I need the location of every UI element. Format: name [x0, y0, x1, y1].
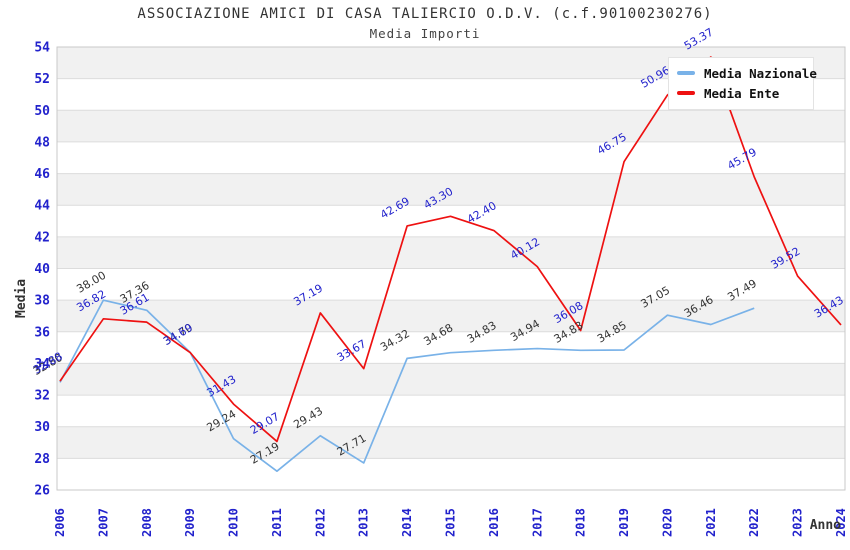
legend-item-media-ente: Media Ente: [677, 83, 805, 103]
grid-band: [57, 395, 845, 427]
grid-band: [57, 268, 845, 301]
grid-band: [57, 236, 845, 269]
y-axis-title: Media: [14, 279, 29, 318]
y-tick-label: 52: [34, 72, 50, 87]
y-tick-label: 30: [34, 420, 50, 435]
x-tick-label: 2019: [617, 508, 631, 537]
chart-title: ASSOCIAZIONE AMICI DI CASA TALIERCIO O.D…: [137, 6, 713, 22]
y-tick-label: 44: [34, 199, 50, 214]
x-tick-label: 2016: [487, 508, 501, 537]
x-tick-label: 2024: [834, 508, 848, 537]
x-tick-label: 2015: [444, 508, 458, 537]
x-tick-label: 2006: [53, 508, 67, 537]
grid-band: [57, 173, 845, 206]
x-tick-label: 2021: [704, 508, 718, 537]
y-tick-label: 50: [34, 104, 50, 119]
x-tick-label: 2008: [140, 508, 154, 537]
series-line-media-ente: [59, 56, 842, 443]
legend-swatch-ente-icon: [677, 91, 695, 95]
x-tick-label: 2020: [660, 508, 674, 537]
x-tick-label: 2012: [313, 508, 327, 537]
x-tick-label: 2011: [270, 508, 284, 537]
y-tick-label: 28: [34, 452, 50, 467]
legend-label: Media Nazionale: [704, 65, 817, 81]
x-tick-label: 2017: [530, 508, 544, 537]
y-tick-label: 32: [34, 389, 50, 404]
y-tick-label: 48: [34, 135, 50, 150]
grid-band: [57, 331, 845, 364]
x-tick-label: 2023: [791, 508, 805, 537]
x-tick-label: 2010: [227, 508, 241, 537]
chart-subtitle: Media Importi: [369, 26, 481, 41]
legend-item-media-nazionale: Media Nazionale: [677, 63, 817, 83]
legend: Media Nazionale Media Ente: [668, 57, 817, 110]
x-tick-label: 2009: [183, 508, 197, 537]
y-tick-label: 26: [34, 484, 50, 499]
grid-band: [57, 300, 845, 332]
plot-border: [56, 46, 846, 491]
x-tick-label: 2007: [96, 508, 110, 537]
x-tick-label: 2018: [574, 508, 588, 537]
x-tick-label: 2013: [357, 508, 371, 537]
x-axis-title: Anno: [810, 518, 841, 533]
grid-band: [57, 363, 845, 396]
y-tick-label: 38: [34, 294, 50, 309]
y-tick-label: 34: [34, 357, 50, 372]
legend-label: Media Ente: [704, 85, 780, 101]
x-tick-label: 2022: [747, 508, 761, 537]
y-tick-label: 40: [34, 262, 50, 277]
grid-band: [57, 205, 845, 237]
grid-band: [57, 458, 845, 490]
grid-band: [57, 141, 845, 174]
y-tick-label: 54: [34, 41, 50, 56]
y-tick-label: 46: [34, 167, 50, 182]
legend-swatch-nazionale-icon: [677, 71, 695, 75]
x-tick-label: 2014: [400, 508, 414, 537]
y-tick-label: 36: [34, 325, 50, 340]
series-line-media-nazionale: [59, 299, 755, 473]
grid-band: [57, 110, 845, 142]
y-tick-label: 42: [34, 230, 50, 245]
grid-band: [57, 426, 845, 459]
